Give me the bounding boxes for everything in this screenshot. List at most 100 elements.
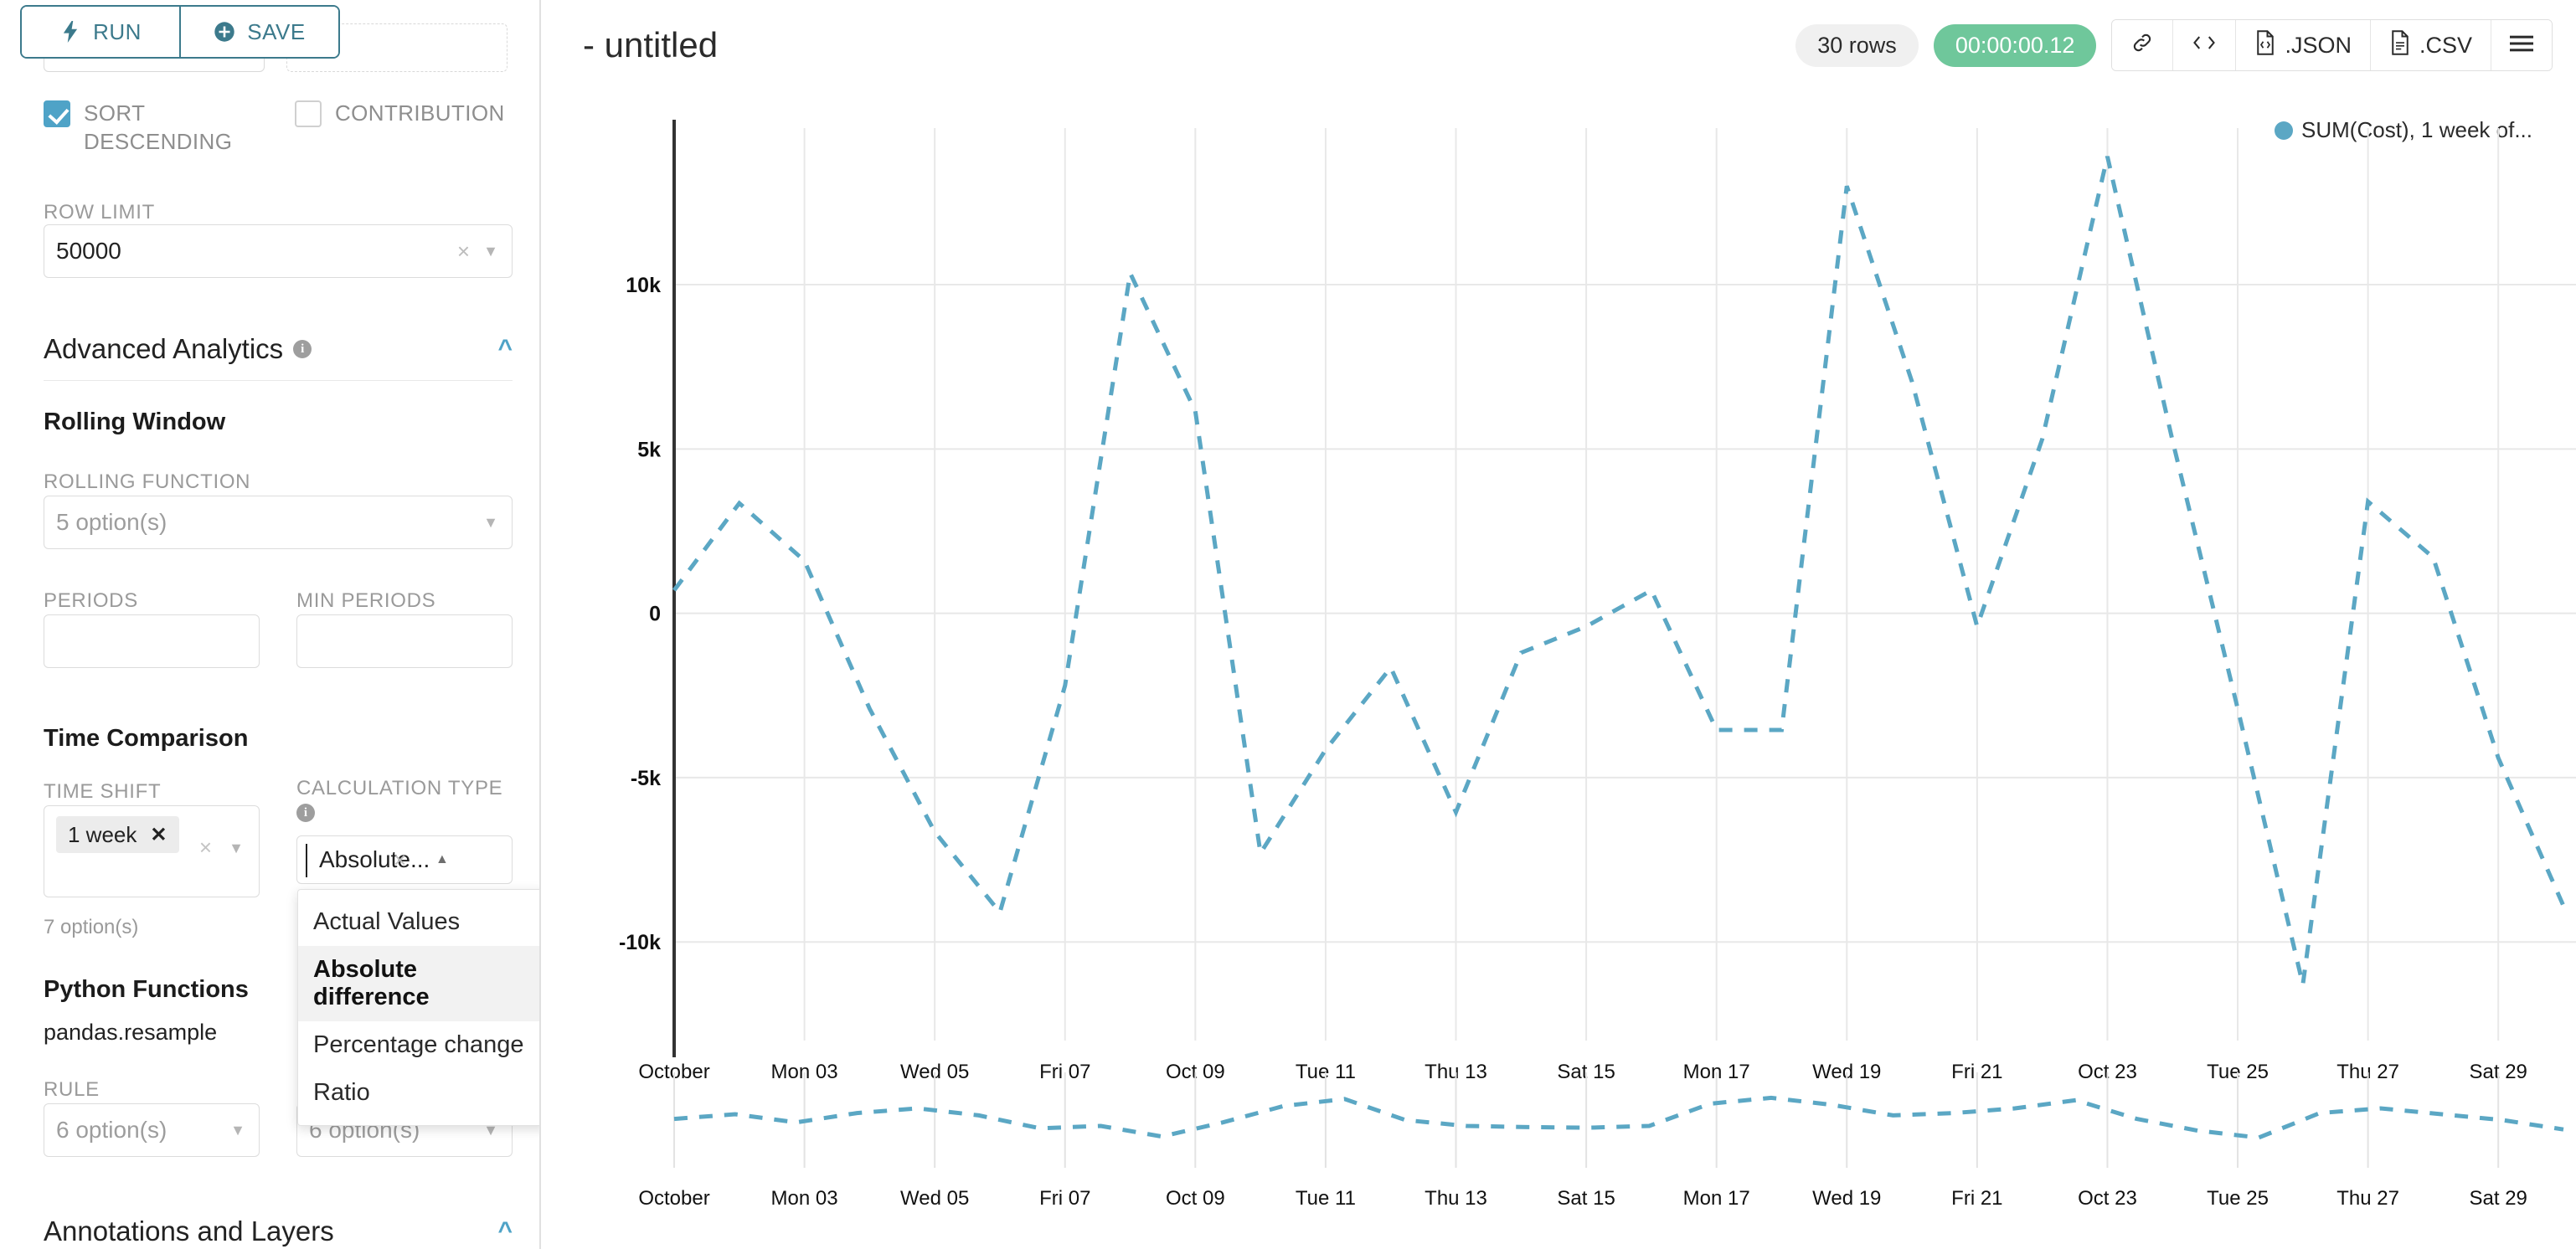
more-menu-button[interactable] bbox=[2491, 20, 2552, 70]
advanced-analytics-title: Advanced Analytics bbox=[44, 333, 284, 364]
remove-tag-icon[interactable]: ✕ bbox=[150, 823, 167, 846]
run-button[interactable]: RUN bbox=[22, 7, 179, 57]
row-limit-select[interactable]: 50000 × ▼ bbox=[44, 224, 513, 278]
plus-circle-icon bbox=[214, 21, 235, 43]
line-chart-svg[interactable]: -10k -5k 0 5k 10k October Mon 03 Wed 05 Fri 07 Oc… bbox=[541, 90, 2576, 1249]
save-button[interactable]: SAVE bbox=[181, 7, 338, 57]
svg-text:-5k: -5k bbox=[631, 767, 661, 790]
clear-icon[interactable]: × bbox=[394, 846, 407, 872]
python-function-name: pandas.resample bbox=[44, 1020, 218, 1045]
chevron-down-icon[interactable]: ▼ bbox=[483, 242, 498, 260]
contribution-checkbox[interactable] bbox=[295, 100, 322, 127]
link-icon bbox=[2130, 31, 2154, 60]
chevron-up-icon[interactable]: ▲ bbox=[435, 852, 449, 866]
header-actions: 30 rows 00:00:00.12 bbox=[1795, 19, 2576, 71]
svg-text:Thu 13: Thu 13 bbox=[1425, 1187, 1487, 1210]
clear-icon[interactable]: × bbox=[456, 238, 470, 264]
svg-text:Thu 27: Thu 27 bbox=[2336, 1187, 2399, 1210]
sort-descending-label: SORT DESCENDING bbox=[84, 100, 233, 155]
chevron-down-icon[interactable]: ▼ bbox=[230, 1121, 245, 1138]
menu-item-ratio[interactable]: Ratio bbox=[313, 1079, 370, 1106]
download-csv-button[interactable]: .CSV bbox=[2369, 20, 2491, 70]
annotations-title: Annotations and Layers bbox=[44, 1216, 334, 1246]
chevron-up-icon[interactable]: ^ bbox=[497, 335, 513, 362]
file-json-icon bbox=[2254, 29, 2276, 61]
clear-icon[interactable]: × bbox=[198, 835, 212, 860]
advanced-analytics-title-wrap: Advanced Analytics i bbox=[44, 333, 312, 365]
annotations-section-header[interactable]: Annotations and Layers ^ bbox=[44, 1216, 513, 1249]
contribution-group[interactable]: CONTRIBUTION bbox=[295, 99, 513, 157]
chevron-up-icon[interactable]: ^ bbox=[497, 1217, 513, 1245]
rolling-window-title: Rolling Window bbox=[44, 409, 226, 435]
info-icon[interactable]: i bbox=[296, 804, 315, 822]
run-button-label: RUN bbox=[93, 18, 142, 44]
page-title[interactable]: - untitled bbox=[583, 25, 719, 64]
calculation-type-select[interactable]: Absolute... × ▲ bbox=[296, 835, 513, 884]
chart-legend[interactable]: SUM(Cost), 1 week of... bbox=[2275, 117, 2532, 143]
svg-text:-10k: -10k bbox=[619, 931, 661, 954]
rolling-function-label: ROLLING FUNCTION bbox=[44, 470, 251, 493]
time-shift-select[interactable]: 1 week ✕ × ▼ bbox=[44, 805, 260, 897]
header-button-group: .JSON .CSV bbox=[2111, 19, 2553, 71]
python-functions-title: Python Functions bbox=[44, 976, 249, 1003]
run-save-divider bbox=[179, 7, 181, 57]
chevron-down-icon[interactable]: ▼ bbox=[483, 513, 498, 531]
bolt-icon bbox=[59, 21, 81, 43]
row-limit-label: ROW LIMIT bbox=[44, 201, 155, 224]
download-json-label: .JSON bbox=[2285, 32, 2352, 58]
sort-descending-checkbox[interactable] bbox=[44, 100, 70, 127]
legend-color-swatch bbox=[2275, 121, 2294, 140]
time-shift-tag-label: 1 week bbox=[68, 821, 137, 847]
svg-text:October: October bbox=[638, 1187, 709, 1210]
download-json-button[interactable]: .JSON bbox=[2235, 20, 2370, 70]
calculation-type-value: Absolute... bbox=[319, 846, 430, 872]
info-icon[interactable]: i bbox=[293, 340, 312, 358]
svg-text:0: 0 bbox=[649, 603, 661, 626]
time-shift-tag[interactable]: 1 week ✕ bbox=[56, 816, 179, 853]
rule-select[interactable]: 6 option(s) ▼ bbox=[44, 1103, 260, 1157]
rolling-function-select[interactable]: 5 option(s) ▼ bbox=[44, 496, 513, 549]
chart-canvas: SUM(Cost), 1 week of... -10k -5k 0 5k 10k Oct… bbox=[541, 90, 2576, 1249]
hamburger-menu-icon bbox=[2510, 33, 2533, 59]
periods-label: PERIODS bbox=[44, 589, 138, 612]
advanced-analytics-section-header[interactable]: Advanced Analytics i ^ bbox=[44, 333, 513, 381]
file-csv-icon bbox=[2389, 29, 2411, 61]
svg-text:10k: 10k bbox=[626, 274, 661, 297]
svg-text:Oct 23: Oct 23 bbox=[2078, 1187, 2137, 1210]
download-csv-label: .CSV bbox=[2419, 32, 2472, 58]
svg-text:Mon 03: Mon 03 bbox=[771, 1187, 838, 1210]
control-panel: 7 option(s) RUN SAVE SORT DESCENDING bbox=[0, 0, 541, 1249]
checkbox-row: SORT DESCENDING CONTRIBUTION bbox=[44, 99, 513, 157]
svg-text:5k: 5k bbox=[637, 438, 661, 461]
menu-item-percentage-change[interactable]: Percentage change bbox=[313, 1031, 524, 1058]
rolling-function-placeholder: 5 option(s) bbox=[56, 509, 167, 535]
svg-text:Mon 17: Mon 17 bbox=[1683, 1187, 1750, 1210]
embed-code-button[interactable] bbox=[2172, 20, 2236, 70]
svg-text:Sat 29: Sat 29 bbox=[2470, 1187, 2527, 1210]
copy-link-button[interactable] bbox=[2112, 20, 2173, 70]
time-shift-options-hint: 7 option(s) bbox=[44, 916, 139, 938]
min-periods-input[interactable] bbox=[296, 614, 513, 668]
svg-text:Fri 21: Fri 21 bbox=[1951, 1187, 2002, 1210]
menu-item-actual-values[interactable]: Actual Values bbox=[313, 908, 461, 935]
chevron-down-icon[interactable]: ▼ bbox=[229, 840, 244, 856]
svg-text:Tue 11: Tue 11 bbox=[1296, 1187, 1356, 1210]
menu-item-absolute-difference[interactable]: Absolute difference bbox=[298, 946, 539, 1021]
timer-badge: 00:00:00.12 bbox=[1933, 23, 2097, 67]
min-periods-label: MIN PERIODS bbox=[296, 589, 436, 612]
chart-header: - untitled 30 rows 00:00:00.12 bbox=[541, 0, 2576, 90]
run-save-button-group: RUN SAVE bbox=[20, 5, 340, 59]
periods-input[interactable] bbox=[44, 614, 260, 668]
svg-text:Sat 15: Sat 15 bbox=[1557, 1187, 1615, 1210]
save-button-label: SAVE bbox=[247, 18, 306, 44]
rule-placeholder: 6 option(s) bbox=[56, 1117, 167, 1143]
row-limit-value: 50000 bbox=[56, 238, 121, 264]
legend-label: SUM(Cost), 1 week of... bbox=[2301, 117, 2532, 142]
annotations-title-wrap: Annotations and Layers bbox=[44, 1216, 334, 1247]
sort-descending-group[interactable]: SORT DESCENDING bbox=[44, 99, 295, 157]
rows-badge: 30 rows bbox=[1795, 23, 1919, 67]
code-icon bbox=[2192, 32, 2217, 59]
calculation-type-label: CALCULATION TYPE bbox=[296, 777, 503, 799]
contribution-label: CONTRIBUTION bbox=[335, 100, 505, 126]
